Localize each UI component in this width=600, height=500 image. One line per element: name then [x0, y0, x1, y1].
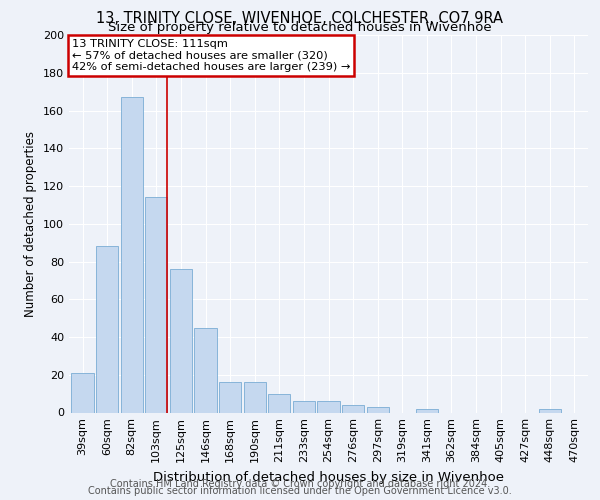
Text: Contains public sector information licensed under the Open Government Licence v3: Contains public sector information licen… — [88, 486, 512, 496]
Bar — [268, 394, 290, 412]
Bar — [244, 382, 266, 412]
Bar — [96, 246, 118, 412]
Bar — [194, 328, 217, 412]
Text: 13, TRINITY CLOSE, WIVENHOE, COLCHESTER, CO7 9RA: 13, TRINITY CLOSE, WIVENHOE, COLCHESTER,… — [97, 11, 503, 26]
Y-axis label: Number of detached properties: Number of detached properties — [25, 130, 37, 317]
X-axis label: Distribution of detached houses by size in Wivenhoe: Distribution of detached houses by size … — [153, 471, 504, 484]
Bar — [219, 382, 241, 412]
Bar — [145, 198, 167, 412]
Bar — [170, 269, 192, 412]
Text: 13 TRINITY CLOSE: 111sqm
← 57% of detached houses are smaller (320)
42% of semi-: 13 TRINITY CLOSE: 111sqm ← 57% of detach… — [71, 39, 350, 72]
Bar — [367, 407, 389, 412]
Text: Size of property relative to detached houses in Wivenhoe: Size of property relative to detached ho… — [108, 22, 492, 35]
Bar — [416, 408, 438, 412]
Bar — [293, 401, 315, 412]
Bar — [121, 98, 143, 412]
Text: Contains HM Land Registry data © Crown copyright and database right 2024.: Contains HM Land Registry data © Crown c… — [110, 479, 490, 489]
Bar — [342, 405, 364, 412]
Bar — [317, 401, 340, 412]
Bar — [71, 373, 94, 412]
Bar — [539, 408, 561, 412]
